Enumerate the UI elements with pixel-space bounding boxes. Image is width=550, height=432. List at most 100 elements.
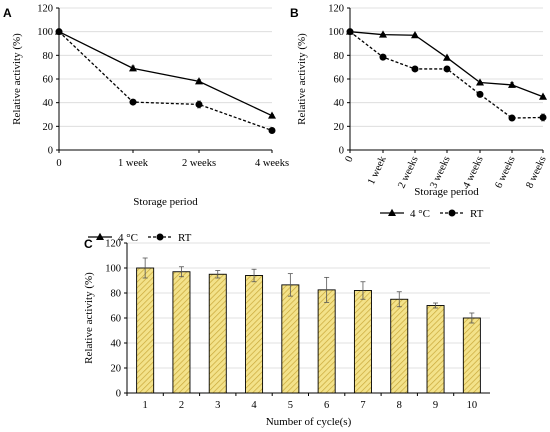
y-tick-label: 100	[105, 264, 121, 275]
x-axis-label: Storage period	[133, 196, 198, 208]
y-tick-label: 40	[334, 98, 345, 109]
y-axis-label: Relative activity (%)	[83, 272, 95, 364]
x-tick-label: 4 weeks	[461, 155, 485, 191]
x-tick-label: 6 weeks	[493, 155, 517, 191]
legend-label: 4 °C	[410, 208, 430, 220]
y-tick-label: 120	[105, 239, 121, 250]
legend: 4 °C RT	[88, 232, 192, 244]
bar	[426, 305, 445, 394]
data-point	[476, 78, 484, 86]
data-point	[129, 98, 137, 106]
y-tick-label: 80	[334, 51, 345, 62]
y-tick-label: 40	[111, 339, 122, 350]
y-tick-label: 0	[116, 389, 121, 400]
data-point	[379, 30, 387, 38]
x-tick-label: 5	[288, 400, 293, 411]
panel-letter: C	[84, 237, 93, 251]
bar	[353, 290, 372, 394]
x-tick-label: 3	[215, 400, 220, 411]
y-tick-label: 100	[328, 27, 344, 38]
data-point	[195, 100, 203, 108]
y-tick-label: 20	[111, 364, 122, 375]
y-tick-label: 120	[328, 4, 344, 15]
x-axis-label: Storage period	[414, 186, 479, 198]
data-point	[55, 28, 63, 36]
series-line	[58, 31, 273, 117]
bar	[245, 275, 264, 394]
series-line	[349, 31, 544, 119]
y-tick-label: 100	[37, 27, 53, 38]
x-tick-label: 6	[324, 400, 329, 411]
x-tick-label: 1	[143, 400, 148, 411]
panel-a: A 0 20 40 60 80 100 120 0 1 week 2 weeks 4 weeks Sto…	[3, 4, 289, 245]
bar	[172, 271, 191, 394]
y-tick-label: 80	[111, 289, 122, 300]
y-tick-label: 40	[43, 98, 54, 109]
bar	[390, 298, 409, 394]
x-tick-label: 8 weeks	[524, 155, 548, 191]
x-tick-label: 2	[179, 400, 184, 411]
y-tick-label: 60	[334, 75, 345, 86]
data-point	[443, 65, 451, 73]
data-point	[508, 114, 516, 122]
y-tick-label: 0	[339, 146, 344, 157]
data-point	[443, 53, 451, 61]
legend-marker	[448, 209, 456, 217]
x-tick-label: 0	[344, 155, 356, 164]
x-tick-label: 4 weeks	[255, 158, 289, 169]
bar	[317, 289, 336, 394]
bar	[208, 273, 227, 394]
panel-letter: A	[3, 6, 12, 20]
data-point	[539, 92, 547, 100]
x-tick-label: 10	[467, 400, 478, 411]
y-tick-label: 60	[43, 75, 54, 86]
legend-marker	[96, 232, 104, 240]
series-circle	[55, 28, 276, 134]
x-tick-label: 4	[251, 400, 257, 411]
x-tick-label: 2 weeks	[396, 155, 420, 191]
bar	[462, 317, 481, 394]
series-triangle	[55, 27, 276, 119]
data-point	[129, 64, 137, 72]
x-tick-label: 1 week	[366, 154, 389, 187]
legend-marker	[156, 233, 164, 241]
x-tick-label: 1 week	[118, 158, 149, 169]
series-circle	[346, 28, 547, 122]
x-tick-label: 8	[397, 400, 402, 411]
series-triangle	[346, 27, 547, 100]
data-point	[508, 80, 516, 88]
x-tick-label: 2 weeks	[182, 158, 216, 169]
panel-c: C 0 20 40 60 80 100 120 1 2 3 4 5 6 7 8 9 10 Number of cyc…	[83, 237, 490, 428]
data-point	[476, 90, 484, 98]
legend: 4 °C RT	[380, 208, 484, 220]
data-point	[411, 31, 419, 39]
legend-label: RT	[470, 208, 484, 220]
data-point	[268, 111, 276, 119]
x-axis-label: Number of cycle(s)	[266, 416, 352, 428]
x-tick-label: 3 weeks	[428, 155, 452, 191]
y-tick-label: 0	[48, 146, 53, 157]
y-tick-label: 60	[111, 314, 122, 325]
x-tick-label: 7	[360, 400, 365, 411]
bar	[281, 284, 300, 394]
data-point	[539, 113, 547, 121]
data-point	[411, 65, 419, 73]
y-tick-label: 80	[43, 51, 54, 62]
series-line	[58, 31, 273, 132]
y-tick-label: 20	[43, 122, 54, 133]
legend-label: 4 °C	[118, 232, 138, 244]
x-tick-label: 0	[56, 158, 61, 169]
legend-marker	[388, 208, 396, 216]
y-tick-label: 20	[334, 122, 345, 133]
bar	[136, 267, 155, 394]
y-tick-label: 120	[37, 4, 53, 15]
data-point	[346, 28, 354, 36]
data-point	[379, 53, 387, 61]
data-point	[195, 77, 203, 85]
y-axis-label: Relative activity (%)	[296, 33, 308, 125]
panel-letter: B	[290, 6, 299, 20]
legend-label: RT	[178, 232, 192, 244]
data-point	[268, 126, 276, 134]
x-tick-label: 9	[433, 400, 438, 411]
